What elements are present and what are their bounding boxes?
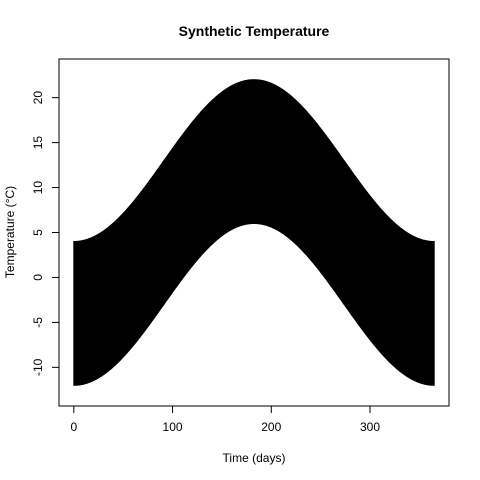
x-tick-label: 200 xyxy=(261,420,281,434)
y-tick-label: -5 xyxy=(31,317,45,328)
y-tick-label: 10 xyxy=(31,181,45,195)
chart-title: Synthetic Temperature xyxy=(179,23,330,39)
x-tick-label: 300 xyxy=(360,420,380,434)
plot-area xyxy=(73,79,435,386)
y-tick-label: -10 xyxy=(31,358,45,376)
y-axis-label: Temperature (°C) xyxy=(3,186,17,278)
series-line-0 xyxy=(73,79,435,386)
y-tick-label: 0 xyxy=(31,274,45,281)
x-tick-label: 0 xyxy=(70,420,77,434)
y-tick-label: 5 xyxy=(31,229,45,236)
y-axis: -10 -5 0 5 10 15 20 xyxy=(31,91,60,376)
y-tick-label: 15 xyxy=(31,136,45,150)
y-tick-label: 20 xyxy=(31,91,45,105)
x-axis: 0 100 200 300 xyxy=(70,405,380,434)
x-axis-label: Time (days) xyxy=(223,451,286,465)
x-tick-label: 100 xyxy=(163,420,183,434)
